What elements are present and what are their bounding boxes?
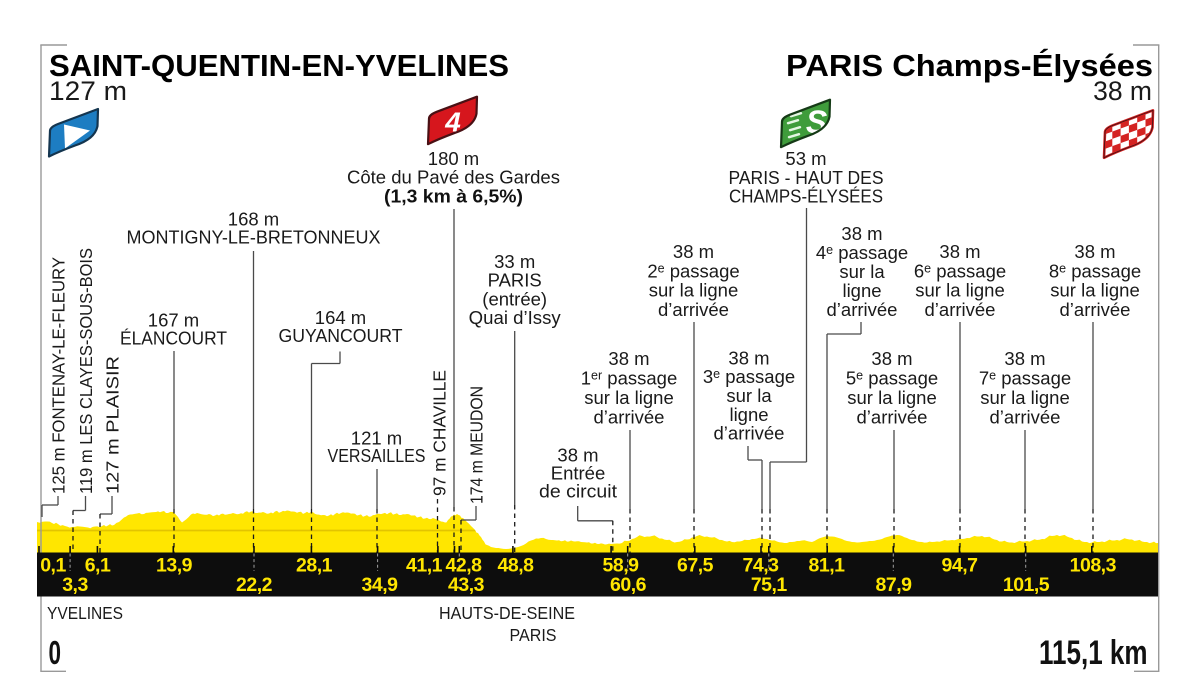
svg-text:38 m: 38 m [728,348,769,369]
svg-text:48,8: 48,8 [498,555,535,577]
svg-text:75,1: 75,1 [751,574,788,596]
svg-text:d’arrivée: d’arrivée [827,299,898,320]
svg-text:0: 0 [49,634,62,671]
svg-text:VERSAILLES: VERSAILLES [328,445,426,466]
svg-text:d’arrivée: d’arrivée [714,423,785,444]
svg-text:ÉLANCOURT: ÉLANCOURT [120,328,227,349]
svg-text:125 m FONTENAY-LE-FLEURY: 125 m FONTENAY-LE-FLEURY [49,257,69,494]
svg-text:127 m: 127 m [49,76,127,106]
svg-text:PARIS - HAUT DES: PARIS - HAUT DES [729,167,884,188]
svg-text:81,1: 81,1 [809,555,846,577]
svg-text:38 m: 38 m [557,445,598,466]
svg-text:sur la ligne: sur la ligne [847,387,936,408]
svg-text:28,1: 28,1 [296,555,333,577]
svg-text:58,9: 58,9 [603,555,640,577]
svg-text:168 m: 168 m [228,208,279,229]
svg-text:121 m: 121 m [351,428,402,449]
svg-text:de circuit: de circuit [539,481,617,502]
svg-text:38 m: 38 m [871,348,912,369]
svg-text:MONTIGNY-LE-BRETONNEUX: MONTIGNY-LE-BRETONNEUX [127,227,381,248]
svg-text:74,3: 74,3 [743,555,780,577]
svg-text:108,3: 108,3 [1070,555,1117,577]
svg-text:13,9: 13,9 [156,555,193,577]
svg-text:3e passage: 3e passage [703,366,795,387]
svg-text:97 m CHAVILLE: 97 m CHAVILLE [430,370,450,496]
svg-text:94,7: 94,7 [942,555,978,577]
svg-text:22,2: 22,2 [236,574,273,596]
svg-text:sur la ligne: sur la ligne [915,280,1004,301]
svg-text:174 m MEUDON: 174 m MEUDON [467,386,487,504]
svg-text:(1,3 km à 6,5%): (1,3 km à 6,5%) [384,185,523,206]
svg-text:127 m PLAISIR: 127 m PLAISIR [103,356,123,494]
svg-text:ligne: ligne [729,404,768,425]
svg-text:4e passage: 4e passage [816,242,908,263]
svg-text:67,5: 67,5 [677,555,714,577]
svg-text:HAUTS-DE-SEINE: HAUTS-DE-SEINE [439,603,575,623]
svg-text:53 m: 53 m [785,148,826,169]
svg-text:38 m: 38 m [939,241,980,262]
svg-text:Quai d’Issy: Quai d’Issy [469,307,562,328]
svg-text:sur la ligne: sur la ligne [1050,280,1139,301]
svg-text:3,3: 3,3 [62,574,88,596]
svg-text:38 m: 38 m [1093,76,1152,106]
svg-text:sur la ligne: sur la ligne [584,387,673,408]
svg-text:38 m: 38 m [673,241,714,262]
svg-text:115,1 km: 115,1 km [1039,634,1148,672]
svg-text:43,3: 43,3 [448,574,485,596]
svg-text:167 m: 167 m [148,310,199,331]
svg-text:38 m: 38 m [841,223,882,244]
svg-text:4: 4 [444,107,461,138]
svg-text:42,8: 42,8 [446,555,483,577]
svg-text:6e passage: 6e passage [914,260,1006,281]
svg-text:CHAMPS-ÉLYSÉES: CHAMPS-ÉLYSÉES [729,185,883,206]
svg-text:8e passage: 8e passage [1049,260,1141,281]
svg-text:sur la: sur la [839,261,885,282]
svg-text:87,9: 87,9 [876,574,913,596]
svg-text:GUYANCOURT: GUYANCOURT [279,325,403,346]
svg-text:1er passage: 1er passage [581,368,678,389]
svg-text:PARIS: PARIS [488,270,542,291]
svg-text:33 m: 33 m [494,251,535,272]
svg-text:Entrée: Entrée [551,463,606,484]
svg-text:34,9: 34,9 [362,574,399,596]
svg-text:d’arrivée: d’arrivée [925,299,996,320]
svg-text:2e passage: 2e passage [647,260,739,281]
svg-text:38 m: 38 m [608,348,649,369]
svg-text:YVELINES: YVELINES [47,603,123,623]
svg-text:60,6: 60,6 [610,574,647,596]
svg-text:119 m LES CLAYES-SOUS-BOIS: 119 m LES CLAYES-SOUS-BOIS [76,248,96,494]
svg-text:5e passage: 5e passage [846,368,938,389]
svg-text:7e passage: 7e passage [979,368,1071,389]
svg-text:(entrée): (entrée) [482,288,547,309]
svg-text:Côte du Pavé des Gardes: Côte du Pavé des Gardes [347,167,560,188]
svg-text:6,1: 6,1 [85,555,111,577]
svg-text:PARIS Champs-Élysées: PARIS Champs-Élysées [786,48,1153,83]
svg-text:sur la: sur la [726,385,772,406]
svg-text:ligne: ligne [842,280,881,301]
svg-text:41,1: 41,1 [406,555,443,577]
svg-text:SAINT-QUENTIN-EN-YVELINES: SAINT-QUENTIN-EN-YVELINES [49,49,509,83]
svg-text:d’arrivée: d’arrivée [1060,299,1131,320]
svg-text:164 m: 164 m [315,307,366,328]
svg-text:d’arrivée: d’arrivée [658,299,729,320]
svg-text:sur la ligne: sur la ligne [980,387,1069,408]
svg-text:38 m: 38 m [1004,348,1045,369]
svg-text:101,5: 101,5 [1003,574,1050,596]
svg-text:38 m: 38 m [1074,241,1115,262]
svg-text:PARIS: PARIS [510,625,557,645]
svg-text:180 m: 180 m [428,148,479,169]
svg-text:0,1: 0,1 [40,555,66,577]
svg-text:d’arrivée: d’arrivée [857,407,928,428]
svg-text:d’arrivée: d’arrivée [594,407,665,428]
svg-text:sur la ligne: sur la ligne [649,280,738,301]
svg-text:d’arrivée: d’arrivée [990,407,1061,428]
